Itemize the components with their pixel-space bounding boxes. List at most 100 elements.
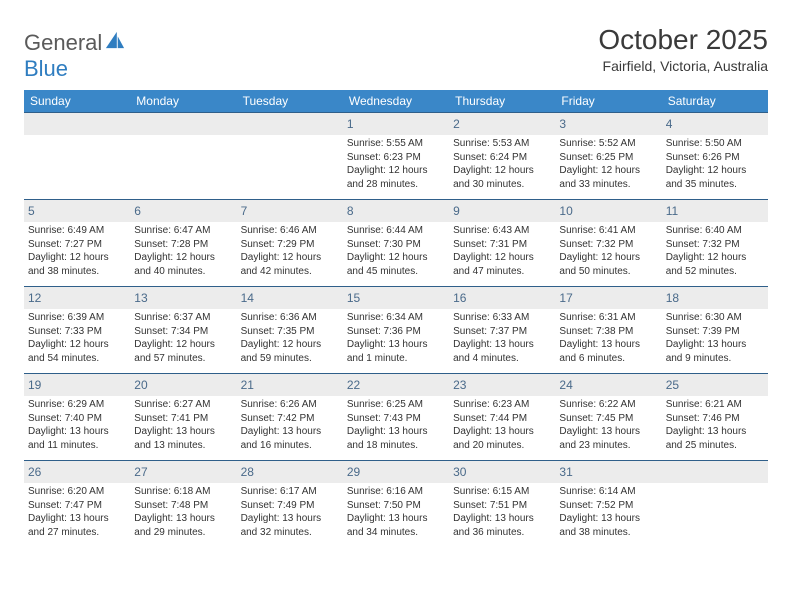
daylight2-text: and 23 minutes.: [559, 439, 657, 453]
sunset-text: Sunset: 7:34 PM: [134, 325, 232, 339]
cell-body: Sunrise: 6:20 AMSunset: 7:47 PMDaylight:…: [28, 485, 126, 539]
daylight1-text: Daylight: 13 hours: [28, 512, 126, 526]
cell-body: Sunrise: 6:49 AMSunset: 7:27 PMDaylight:…: [28, 224, 126, 278]
sunrise-text: Sunrise: 6:49 AM: [28, 224, 126, 238]
sunrise-text: Sunrise: 6:21 AM: [666, 398, 764, 412]
cell-body: Sunrise: 5:52 AMSunset: 6:25 PMDaylight:…: [559, 137, 657, 191]
daylight1-text: Daylight: 12 hours: [134, 251, 232, 265]
day-number-row: 12: [24, 286, 130, 309]
day-number: 29: [347, 465, 360, 479]
sunset-text: Sunset: 7:33 PM: [28, 325, 126, 339]
sunset-text: Sunset: 7:31 PM: [453, 238, 551, 252]
cell-body: Sunrise: 6:36 AMSunset: 7:35 PMDaylight:…: [241, 311, 339, 365]
cell-body: Sunrise: 6:33 AMSunset: 7:37 PMDaylight:…: [453, 311, 551, 365]
sunset-text: Sunset: 7:29 PM: [241, 238, 339, 252]
day-number-row: 28: [237, 460, 343, 483]
cell-body: Sunrise: 6:29 AMSunset: 7:40 PMDaylight:…: [28, 398, 126, 452]
daylight2-text: and 54 minutes.: [28, 352, 126, 366]
cell-body: Sunrise: 5:53 AMSunset: 6:24 PMDaylight:…: [453, 137, 551, 191]
day-number-row: 7: [237, 199, 343, 222]
day-number-row: 19: [24, 373, 130, 396]
calendar-cell: .: [662, 460, 768, 547]
cell-body: Sunrise: 6:22 AMSunset: 7:45 PMDaylight:…: [559, 398, 657, 452]
cell-body: Sunrise: 6:44 AMSunset: 7:30 PMDaylight:…: [347, 224, 445, 278]
calendar-cell: 31Sunrise: 6:14 AMSunset: 7:52 PMDayligh…: [555, 460, 661, 547]
day-number-row: 8: [343, 199, 449, 222]
calendar-cell: 28Sunrise: 6:17 AMSunset: 7:49 PMDayligh…: [237, 460, 343, 547]
day-number-row: 29: [343, 460, 449, 483]
day-number-row: .: [130, 112, 236, 135]
calendar-cell: 7Sunrise: 6:46 AMSunset: 7:29 PMDaylight…: [237, 199, 343, 286]
sunrise-text: Sunrise: 6:16 AM: [347, 485, 445, 499]
sunrise-text: Sunrise: 6:20 AM: [28, 485, 126, 499]
weekday-header: Tuesday: [237, 90, 343, 112]
day-number-row: 23: [449, 373, 555, 396]
daylight2-text: and 30 minutes.: [453, 178, 551, 192]
sunrise-text: Sunrise: 6:18 AM: [134, 485, 232, 499]
sunrise-text: Sunrise: 6:44 AM: [347, 224, 445, 238]
daylight2-text: and 29 minutes.: [134, 526, 232, 540]
daylight1-text: Daylight: 13 hours: [134, 425, 232, 439]
day-number: 23: [453, 378, 466, 392]
sunrise-text: Sunrise: 6:14 AM: [559, 485, 657, 499]
weekday-header: Friday: [555, 90, 661, 112]
day-number: 14: [241, 291, 254, 305]
sunset-text: Sunset: 7:51 PM: [453, 499, 551, 513]
calendar-cell: 26Sunrise: 6:20 AMSunset: 7:47 PMDayligh…: [24, 460, 130, 547]
cell-body: Sunrise: 6:40 AMSunset: 7:32 PMDaylight:…: [666, 224, 764, 278]
sunrise-text: Sunrise: 6:34 AM: [347, 311, 445, 325]
cell-body: Sunrise: 5:55 AMSunset: 6:23 PMDaylight:…: [347, 137, 445, 191]
calendar-cell: 9 Sunrise: 6:43 AMSunset: 7:31 PMDaylight…: [449, 199, 555, 286]
calendar-cell: 29Sunrise: 6:16 AMSunset: 7:50 PMDayligh…: [343, 460, 449, 547]
logo: General Blue: [24, 24, 126, 82]
calendar-cell: 19Sunrise: 6:29 AMSunset: 7:40 PMDayligh…: [24, 373, 130, 460]
calendar-cell: 23Sunrise: 6:23 AMSunset: 7:44 PMDayligh…: [449, 373, 555, 460]
sunrise-text: Sunrise: 5:52 AM: [559, 137, 657, 151]
sunrise-text: Sunrise: 6:33 AM: [453, 311, 551, 325]
daylight2-text: and 35 minutes.: [666, 178, 764, 192]
daylight1-text: Daylight: 13 hours: [347, 338, 445, 352]
sunset-text: Sunset: 7:40 PM: [28, 412, 126, 426]
sunset-text: Sunset: 7:36 PM: [347, 325, 445, 339]
day-number: 28: [241, 465, 254, 479]
day-number-row: 4: [662, 112, 768, 135]
cell-body: Sunrise: 6:47 AMSunset: 7:28 PMDaylight:…: [134, 224, 232, 278]
daylight1-text: Daylight: 12 hours: [347, 164, 445, 178]
sunset-text: Sunset: 7:50 PM: [347, 499, 445, 513]
day-number: 3: [559, 117, 566, 131]
daylight1-text: Daylight: 13 hours: [28, 425, 126, 439]
calendar-cell: 17Sunrise: 6:31 AMSunset: 7:38 PMDayligh…: [555, 286, 661, 373]
calendar-cell: 22Sunrise: 6:25 AMSunset: 7:43 PMDayligh…: [343, 373, 449, 460]
day-number: 6: [134, 204, 141, 218]
daylight2-text: and 59 minutes.: [241, 352, 339, 366]
calendar-cell: 15Sunrise: 6:34 AMSunset: 7:36 PMDayligh…: [343, 286, 449, 373]
day-number-row: 13: [130, 286, 236, 309]
daylight1-text: Daylight: 13 hours: [453, 338, 551, 352]
cell-body: Sunrise: 6:26 AMSunset: 7:42 PMDaylight:…: [241, 398, 339, 452]
day-number: 11: [666, 204, 678, 218]
daylight2-text: and 47 minutes.: [453, 265, 551, 279]
daylight1-text: Daylight: 12 hours: [453, 251, 551, 265]
sunrise-text: Sunrise: 6:31 AM: [559, 311, 657, 325]
day-number: 18: [666, 291, 679, 305]
daylight2-text: and 34 minutes.: [347, 526, 445, 540]
sunrise-text: Sunrise: 6:41 AM: [559, 224, 657, 238]
sunrise-text: Sunrise: 6:43 AM: [453, 224, 551, 238]
day-number: 9: [453, 204, 460, 218]
sunrise-text: Sunrise: 6:46 AM: [241, 224, 339, 238]
sunrise-text: Sunrise: 6:25 AM: [347, 398, 445, 412]
day-number-row: 5: [24, 199, 130, 222]
day-number-row: 1: [343, 112, 449, 135]
day-number-row: 15: [343, 286, 449, 309]
daylight1-text: Daylight: 12 hours: [134, 338, 232, 352]
daylight2-text: and 45 minutes.: [347, 265, 445, 279]
calendar-cell: 3 Sunrise: 5:52 AMSunset: 6:25 PMDaylight…: [555, 112, 661, 199]
cell-body: Sunrise: 6:34 AMSunset: 7:36 PMDaylight:…: [347, 311, 445, 365]
calendar-cell: 5Sunrise: 6:49 AMSunset: 7:27 PMDaylight…: [24, 199, 130, 286]
calendar-cell: 4Sunrise: 5:50 AMSunset: 6:26 PMDaylight…: [662, 112, 768, 199]
cell-body: Sunrise: 6:21 AMSunset: 7:46 PMDaylight:…: [666, 398, 764, 452]
sail-icon: [104, 30, 126, 50]
calendar-cell: 13Sunrise: 6:37 AMSunset: 7:34 PMDayligh…: [130, 286, 236, 373]
sunset-text: Sunset: 7:35 PM: [241, 325, 339, 339]
cell-body: Sunrise: 6:37 AMSunset: 7:34 PMDaylight:…: [134, 311, 232, 365]
